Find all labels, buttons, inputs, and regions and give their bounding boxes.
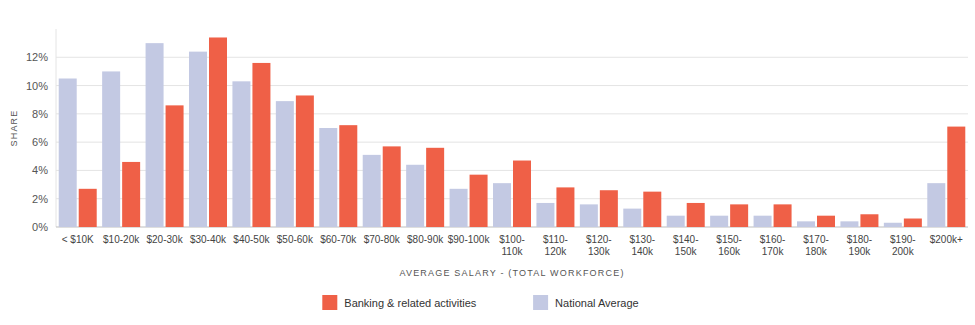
x-tick-label: $180-190k: [847, 234, 873, 257]
bar: [687, 203, 705, 227]
bar: [209, 37, 227, 227]
bar: [493, 183, 511, 227]
bar: [710, 216, 728, 227]
legend-label: National Average: [555, 297, 639, 309]
bar: [189, 52, 207, 227]
bar: [580, 204, 598, 227]
legend-swatch: [533, 295, 548, 310]
x-tick-label: $170-180k: [803, 234, 829, 257]
bar: [600, 190, 618, 227]
bar: [122, 162, 140, 227]
bar: [754, 216, 772, 227]
x-tick-label: $10-20k: [103, 234, 140, 245]
x-tick-label: $60-70k: [320, 234, 357, 245]
bar: [927, 183, 945, 227]
legend-swatch: [322, 295, 337, 310]
x-tick-label: $110-120k: [543, 234, 568, 257]
y-tick-label: 0%: [32, 221, 48, 233]
y-tick-label: 6%: [32, 136, 48, 148]
bar: [840, 221, 858, 227]
legend: Banking & related activities National Ave…: [322, 295, 638, 310]
bar: [797, 221, 815, 227]
x-tick-label: $120-130k: [586, 234, 612, 257]
x-tick-label: $200k+: [930, 234, 963, 245]
bar: [513, 161, 531, 227]
x-tick-label: $140-150k: [673, 234, 699, 257]
x-tick-label: $90-100k: [448, 234, 491, 245]
y-tick-label: 12%: [26, 51, 48, 63]
bar: [296, 95, 314, 227]
y-tick-label: 4%: [32, 164, 48, 176]
chart: 0% 2% 4% 6% 8% 10% 12% < $10K $10-20k $20-30k $30-…: [0, 0, 975, 325]
x-tick-label: $40-50k: [233, 234, 270, 245]
y-tick-label: 2%: [32, 193, 48, 205]
bar: [730, 204, 748, 227]
bars: [59, 37, 966, 227]
x-tick-label: $150-160k: [716, 234, 742, 257]
bar: [536, 203, 554, 227]
bar: [363, 155, 381, 227]
bar: [774, 204, 792, 227]
bar: [884, 223, 902, 227]
x-tick-label: $20-30k: [147, 234, 184, 245]
bar: [817, 216, 835, 227]
bar: [450, 189, 468, 227]
bar: [904, 219, 922, 227]
bar: [339, 125, 357, 227]
bar: [426, 148, 444, 227]
x-tick-label: $160-170k: [760, 234, 786, 257]
x-tick-label: $30-40k: [190, 234, 227, 245]
bar: [79, 189, 97, 227]
bar: [319, 128, 337, 227]
bar: [59, 79, 77, 228]
bar: [947, 127, 965, 227]
legend-label: Banking & related activities: [344, 297, 477, 309]
y-axis-title: SHARE: [9, 109, 19, 146]
x-tick-label: $70-80k: [364, 234, 401, 245]
x-tick-label: $50-60k: [277, 234, 314, 245]
bar: [252, 63, 270, 227]
bar: [276, 101, 294, 227]
bar: [470, 175, 488, 227]
bar: [667, 216, 685, 227]
x-tick-label: $100-110k: [499, 234, 525, 257]
bar: [146, 43, 164, 227]
bar: [860, 214, 878, 227]
y-tick-label: 8%: [32, 108, 48, 120]
bar: [556, 187, 574, 227]
x-axis-title: AVERAGE SALARY - (TOTAL WORKFORCE): [399, 268, 624, 278]
y-axis-line: [56, 29, 57, 227]
bar: [102, 71, 120, 227]
x-tick-label: < $10K: [62, 234, 94, 245]
y-tick-label: 10%: [26, 80, 48, 92]
bar: [166, 105, 184, 227]
x-tick-label: $80-90k: [407, 234, 444, 245]
bar: [383, 146, 401, 227]
bar: [643, 192, 661, 227]
bar: [406, 165, 424, 227]
bar: [623, 209, 641, 227]
x-tick-label: $130-140k: [629, 234, 655, 257]
bar: [232, 81, 250, 227]
x-tick-label: $190-200k: [890, 234, 916, 257]
